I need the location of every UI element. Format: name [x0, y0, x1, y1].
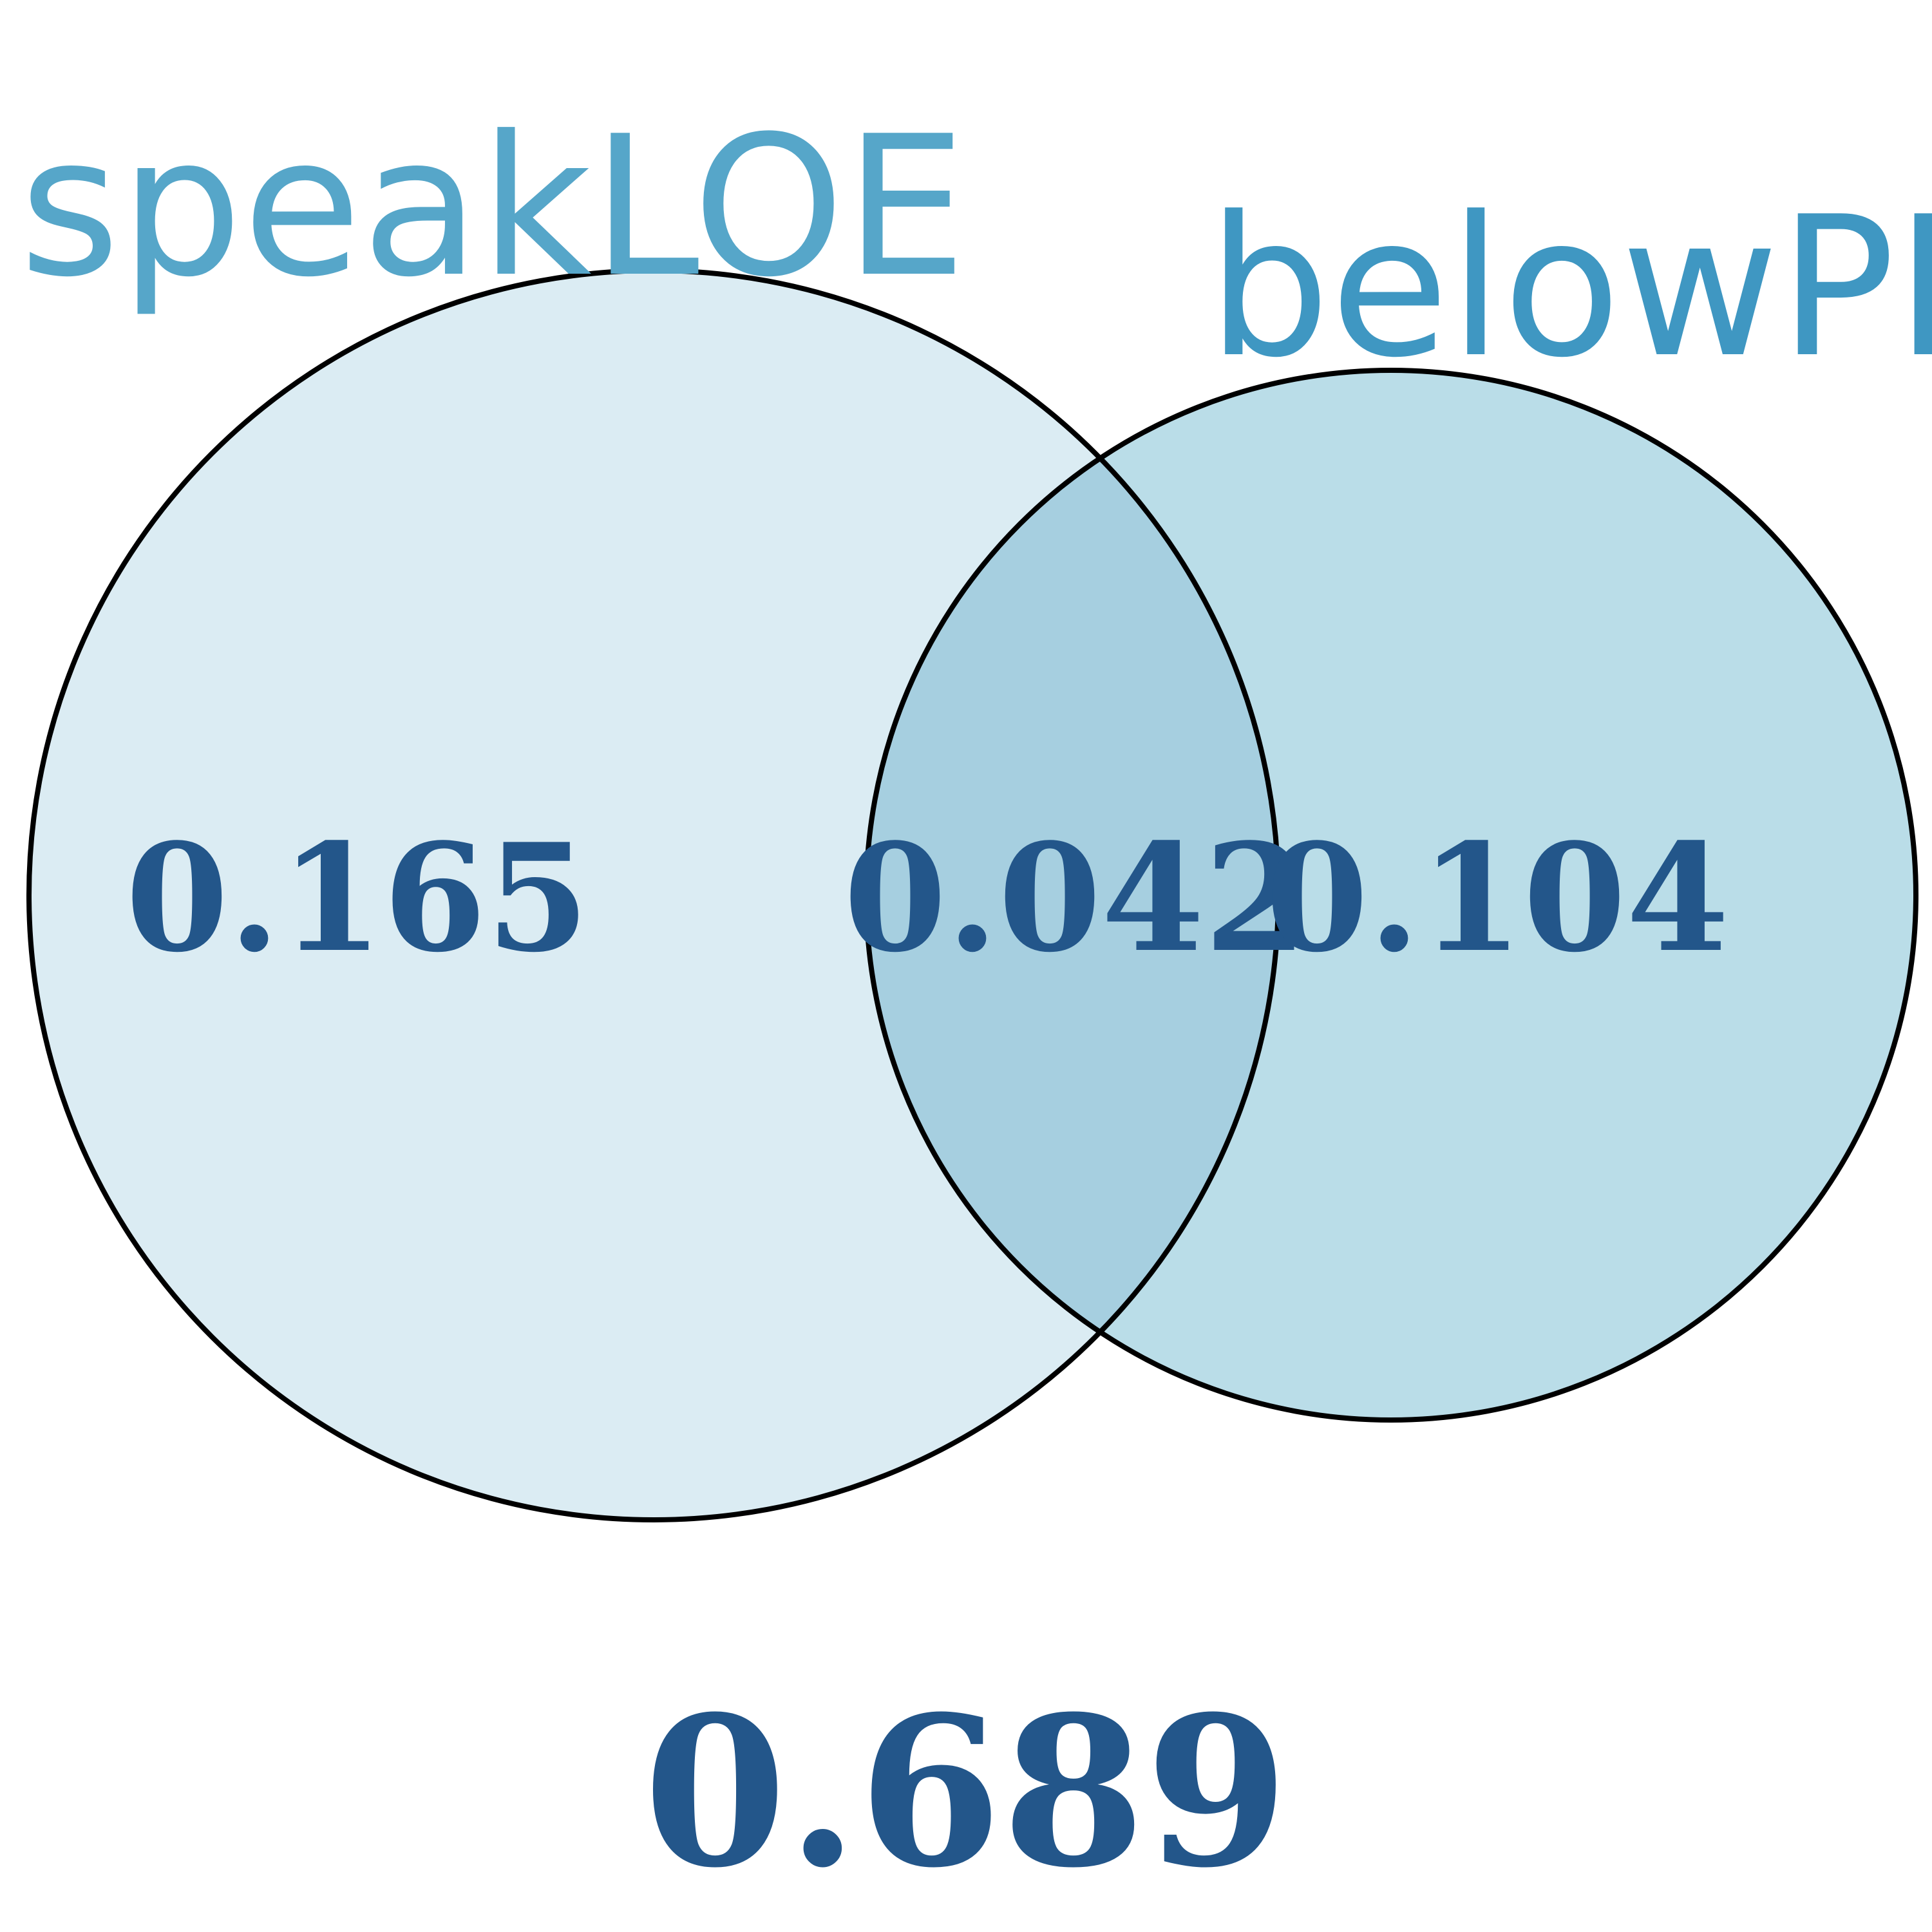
intersection-fill: [866, 370, 1278, 1420]
left-only-value: 0.165: [126, 811, 589, 985]
belowpl-label: belowPL: [1208, 175, 1932, 400]
intersection-value: 0.042: [844, 811, 1307, 985]
belowpl-circle-outline: [864, 368, 1918, 1423]
outside-value: 0.689: [643, 1672, 1289, 1913]
speakloe-circle-outline: [26, 268, 1281, 1522]
right-only-value: 0.104: [1265, 811, 1729, 985]
speakloe-circle-fill: [29, 270, 1278, 1520]
speakloe-label: speakLOE: [19, 95, 967, 319]
